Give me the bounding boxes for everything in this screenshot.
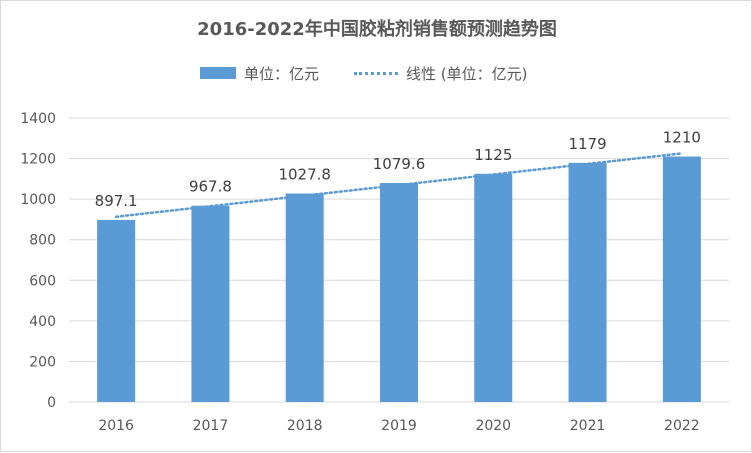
bar — [191, 205, 230, 402]
x-axis-ticks: 2016 2017 2018 2019 2020 2021 2022 — [98, 418, 699, 434]
trendline — [114, 152, 684, 218]
y-tick-label: 800 — [29, 233, 56, 249]
data-label: 1079.6 — [373, 155, 426, 173]
legend-bar-swatch — [200, 67, 236, 79]
x-tick-label: 2016 — [98, 418, 134, 434]
x-tick-label: 2022 — [664, 418, 700, 434]
legend: 单位：亿元 线性 (单位：亿元) — [1, 62, 752, 84]
bar — [285, 193, 324, 402]
y-tick-label: 1400 — [20, 111, 56, 127]
y-axis-ticks: 0 200 400 600 800 1000 1200 1400 — [20, 111, 56, 411]
y-tick-label: 1000 — [20, 192, 56, 208]
legend-item-trendline: 线性 (单位：亿元) — [354, 62, 527, 84]
y-tick-label: 600 — [29, 273, 56, 289]
y-tick-label: 400 — [29, 314, 56, 330]
y-tick-label: 1200 — [20, 152, 56, 168]
data-label: 1179 — [568, 135, 606, 153]
y-tick-label: 0 — [47, 395, 56, 411]
data-labels: 897.1 967.8 1027.8 1079.6 1125 1179 1210 — [95, 129, 701, 210]
bar — [474, 173, 513, 402]
y-tick-label: 200 — [29, 354, 56, 370]
data-label: 1210 — [663, 129, 701, 147]
data-label: 1125 — [474, 146, 512, 164]
legend-item-bar: 单位：亿元 — [200, 62, 319, 84]
data-label: 967.8 — [189, 178, 232, 196]
bars — [97, 156, 701, 402]
data-label: 1027.8 — [278, 166, 331, 184]
bar — [97, 220, 136, 402]
legend-trendline-label: 线性 (单位：亿元) — [406, 64, 528, 83]
x-tick-label: 2020 — [475, 418, 511, 434]
bar — [662, 156, 701, 402]
legend-bar-label: 单位：亿元 — [244, 64, 320, 83]
x-tick-label: 2017 — [193, 418, 229, 434]
legend-trendline-swatch — [354, 71, 398, 75]
data-label: 897.1 — [95, 192, 138, 210]
trendline-group — [114, 152, 684, 218]
bar — [568, 162, 607, 402]
x-tick-label: 2021 — [570, 418, 606, 434]
chart-title: 2016-2022年中国胶粘剂销售额预测趋势图 — [197, 19, 557, 40]
x-tick-label: 2019 — [381, 418, 417, 434]
x-tick-label: 2018 — [287, 418, 323, 434]
bar — [380, 182, 418, 402]
